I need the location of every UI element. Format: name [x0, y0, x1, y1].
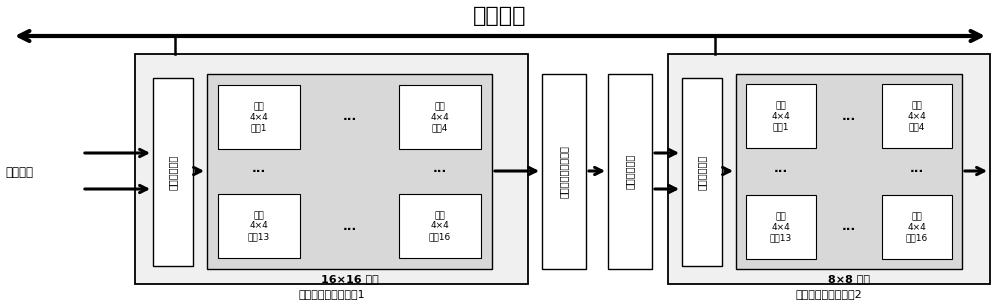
Text: ···: ···: [252, 165, 266, 178]
FancyBboxPatch shape: [746, 195, 816, 259]
FancyBboxPatch shape: [682, 78, 722, 266]
Text: 8×8 卷积: 8×8 卷积: [828, 275, 870, 285]
Text: ...: ...: [842, 109, 856, 123]
Text: ···: ···: [910, 165, 924, 178]
FancyBboxPatch shape: [608, 74, 652, 269]
FancyBboxPatch shape: [668, 54, 990, 284]
Text: 可重构分离卷积模块1: 可重构分离卷积模块1: [298, 289, 365, 299]
Text: 16×16 卷积: 16×16 卷积: [321, 275, 378, 285]
FancyBboxPatch shape: [736, 74, 962, 269]
FancyBboxPatch shape: [218, 85, 300, 149]
FancyBboxPatch shape: [153, 78, 193, 266]
Text: 第一
4×4
卷积16: 第一 4×4 卷积16: [906, 212, 928, 242]
FancyBboxPatch shape: [746, 84, 816, 148]
Text: 可重构分离卷积模块2: 可重构分离卷积模块2: [796, 289, 862, 299]
Text: 非线性激活函数单元: 非线性激活函数单元: [559, 145, 569, 198]
Text: 配置总线: 配置总线: [473, 6, 527, 26]
Text: ...: ...: [342, 219, 357, 233]
Text: ···: ···: [774, 165, 788, 178]
Text: ...: ...: [342, 110, 357, 123]
Text: 第一
4×4
卷积4: 第一 4×4 卷积4: [431, 102, 449, 132]
FancyBboxPatch shape: [207, 74, 492, 269]
Text: 第一
4×4
卷积16: 第一 4×4 卷积16: [429, 211, 451, 241]
FancyBboxPatch shape: [882, 195, 952, 259]
FancyBboxPatch shape: [135, 54, 528, 284]
Text: 第一寄存器组: 第一寄存器组: [697, 154, 707, 190]
Text: 第一
4×4
卷积1: 第一 4×4 卷积1: [772, 101, 790, 131]
FancyBboxPatch shape: [882, 84, 952, 148]
Text: 第一
4×4
卷积13: 第一 4×4 卷积13: [770, 212, 792, 242]
FancyBboxPatch shape: [218, 194, 300, 258]
Text: 第一
4×4
卷积1: 第一 4×4 卷积1: [250, 102, 268, 132]
Text: 第一寄存器组: 第一寄存器组: [168, 154, 178, 190]
Text: 第一
4×4
卷积4: 第一 4×4 卷积4: [908, 101, 926, 131]
Text: 图像信号: 图像信号: [5, 165, 33, 178]
Text: ...: ...: [842, 220, 856, 233]
FancyBboxPatch shape: [399, 85, 481, 149]
FancyBboxPatch shape: [542, 74, 586, 269]
FancyBboxPatch shape: [399, 194, 481, 258]
Text: 乘累加器单元: 乘累加器单元: [625, 154, 635, 189]
Text: ···: ···: [433, 165, 447, 178]
Text: 第一
4×4
卷积13: 第一 4×4 卷积13: [248, 211, 270, 241]
